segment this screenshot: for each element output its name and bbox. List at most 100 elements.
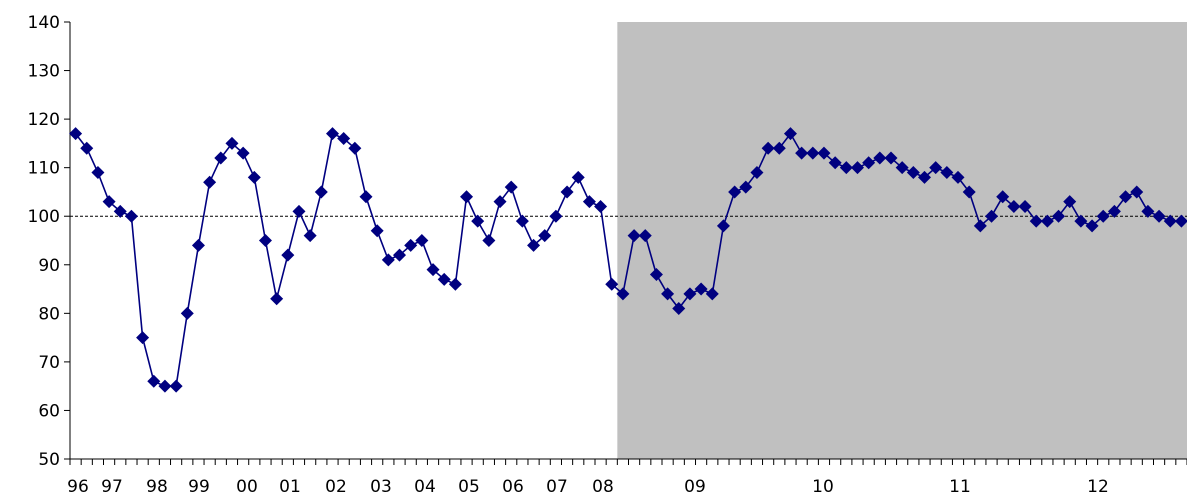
data-point <box>850 161 864 175</box>
data-point <box>515 214 529 228</box>
x-tick-label: 04 <box>414 477 436 497</box>
data-point <box>1040 214 1054 228</box>
x-tick-label: 12 <box>1087 477 1109 497</box>
y-axis-labels: 50 60 70 80 90 100 110 120 130 140 <box>28 13 60 470</box>
data-point <box>649 267 663 281</box>
data-point <box>594 200 608 214</box>
data-point <box>404 238 418 252</box>
data-point <box>482 234 496 247</box>
data-point <box>884 151 898 165</box>
y-axis-ticks <box>64 21 70 460</box>
y-tick-label: 110 <box>28 159 60 179</box>
data-point <box>795 146 809 160</box>
data-point <box>973 219 987 233</box>
data-point <box>1085 219 1099 233</box>
data-point <box>817 146 831 160</box>
data-point <box>661 287 675 301</box>
data-point <box>627 229 641 243</box>
x-axis-ticks <box>69 459 1187 465</box>
data-point <box>560 185 574 199</box>
data-point <box>571 170 585 184</box>
data-point <box>538 229 552 243</box>
data-point <box>1152 209 1166 223</box>
data-point <box>1029 214 1043 228</box>
data-point <box>1096 209 1110 223</box>
y-tick-label: 140 <box>28 13 60 33</box>
data-point <box>862 156 876 170</box>
data-point <box>437 272 451 286</box>
data-point <box>247 170 261 184</box>
data-point <box>761 141 775 155</box>
data-point <box>493 195 507 209</box>
data-point <box>303 229 317 243</box>
data-point <box>381 253 395 267</box>
data-point <box>806 146 820 160</box>
data-point <box>694 282 708 296</box>
data-point <box>69 127 83 141</box>
x-tick-label: 05 <box>458 477 480 497</box>
data-point <box>393 248 407 262</box>
data-point <box>906 166 920 180</box>
data-point <box>1130 185 1144 199</box>
data-point <box>1007 200 1021 214</box>
series-layer <box>69 127 1187 393</box>
data-point <box>91 166 105 180</box>
series-line <box>74 132 1182 388</box>
x-tick-label: 97 <box>101 477 123 497</box>
data-point <box>348 141 362 155</box>
data-point <box>236 146 250 160</box>
data-point <box>1074 214 1088 228</box>
data-point <box>80 141 94 155</box>
x-axis-labels: 96 97 98 99 00 01 02 03 04 05 06 07 08 09 10 11 12 <box>67 477 1109 497</box>
data-point <box>102 195 116 209</box>
data-point <box>504 180 518 194</box>
data-point <box>1174 214 1187 228</box>
data-point <box>716 219 730 233</box>
data-point <box>158 379 172 393</box>
data-point <box>124 209 138 223</box>
data-point <box>426 263 440 277</box>
x-tick-label: 01 <box>279 477 301 497</box>
data-point <box>549 209 563 223</box>
data-point <box>772 141 786 155</box>
x-tick-label: 02 <box>325 477 347 497</box>
y-tick-label: 120 <box>28 110 60 130</box>
y-tick-label: 90 <box>38 256 60 276</box>
data-point <box>136 331 150 345</box>
data-point <box>895 161 909 175</box>
data-point <box>638 229 652 243</box>
y-tick-label: 130 <box>28 62 60 82</box>
data-point <box>918 170 932 184</box>
data-point <box>460 190 474 204</box>
data-point <box>929 161 943 175</box>
data-point <box>292 204 306 218</box>
x-tick-label: 07 <box>546 477 568 497</box>
data-point <box>940 166 954 180</box>
data-point <box>1052 209 1066 223</box>
y-tick-label: 60 <box>38 401 60 421</box>
x-tick-label: 09 <box>684 477 706 497</box>
data-point <box>582 195 596 209</box>
data-point <box>683 287 697 301</box>
data-point <box>225 136 239 150</box>
shaded-region <box>617 22 1187 459</box>
y-tick-label: 80 <box>38 304 60 324</box>
data-point <box>471 214 485 228</box>
data-point <box>359 190 373 204</box>
data-point <box>605 277 619 291</box>
data-point <box>270 292 284 306</box>
data-point <box>962 185 976 199</box>
data-point <box>996 190 1010 204</box>
data-point <box>1119 190 1133 204</box>
data-point <box>281 248 295 262</box>
data-point <box>985 209 999 223</box>
data-point <box>1163 214 1177 228</box>
data-point <box>705 287 719 301</box>
data-point <box>258 234 272 247</box>
data-point <box>783 127 797 141</box>
data-point <box>1018 200 1032 214</box>
data-point <box>873 151 887 165</box>
data-point <box>1141 204 1155 218</box>
data-point <box>951 170 965 184</box>
